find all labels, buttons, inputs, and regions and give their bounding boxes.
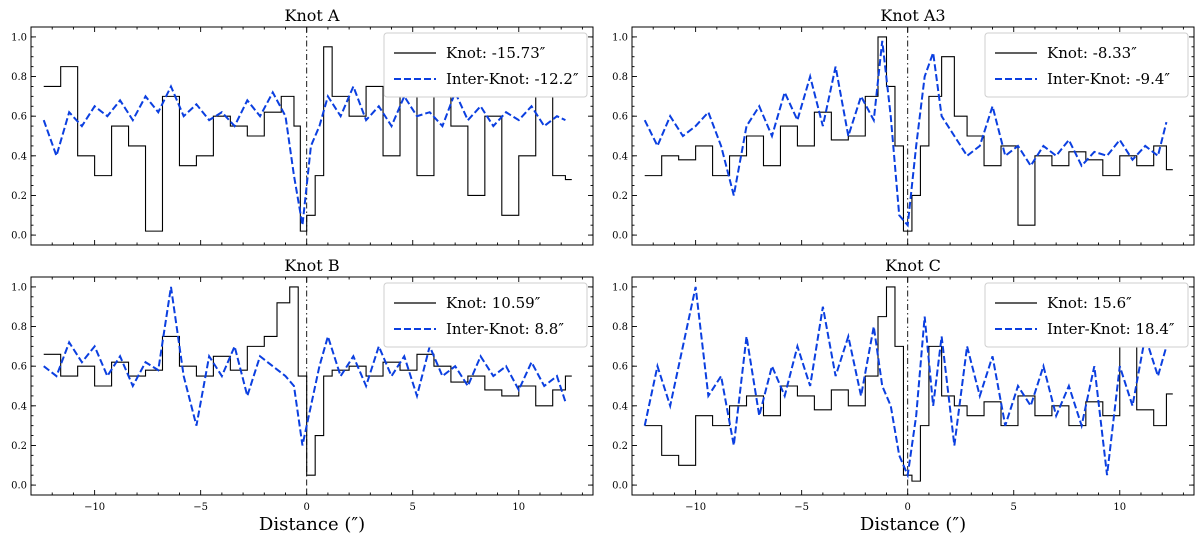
plot-area	[643, 286, 1173, 482]
y-tick-label: 0.4	[612, 151, 628, 162]
y-tick-label: 0.6	[612, 362, 628, 373]
inter-knot-series-line	[643, 40, 1168, 228]
panel-title: Knot A	[285, 6, 340, 25]
legend-frame	[383, 32, 588, 98]
x-tick-label: 5	[1011, 502, 1017, 513]
y-tick-label: 0.0	[11, 231, 27, 242]
y-tick-label: 0.2	[11, 441, 27, 452]
legend-frame	[984, 282, 1189, 348]
y-tick-label: 0.0	[612, 481, 628, 492]
inter-knot-series-line	[43, 286, 567, 446]
inter-knot-series-line	[643, 286, 1168, 479]
legend-inter-knot-label: Inter-Knot: 8.8″	[446, 320, 564, 338]
y-tick-label: 1.0	[11, 32, 27, 43]
y-tick-label: 0.2	[612, 441, 628, 452]
y-tick-label: 1.0	[612, 32, 628, 43]
knot-series-line	[43, 46, 572, 232]
legend-frame	[383, 282, 588, 348]
knot-series-line	[644, 36, 1173, 232]
plot-area	[43, 286, 572, 476]
knot-series-line	[644, 286, 1173, 482]
plot-area	[643, 36, 1173, 232]
y-tick-label: 0.8	[612, 72, 628, 83]
panel-title: Knot A3	[880, 6, 945, 25]
y-tick-label: 0.2	[11, 191, 27, 202]
panel-1: Knot A 0.0 0.2 0.4 0.6 0.8 1.0 Knot: -15.73″ Int…	[11, 6, 594, 246]
x-tick-label: 10	[1113, 502, 1126, 513]
y-tick-label: 0.2	[612, 191, 628, 202]
y-tick-label: 0.4	[11, 401, 27, 412]
y-tick-label: 0.4	[612, 401, 628, 412]
legend: Knot: 15.6″ Inter-Knot: 18.4″	[984, 282, 1189, 348]
legend-frame	[984, 32, 1189, 98]
x-tick-label: −10	[84, 502, 105, 513]
x-tick-label: −10	[685, 502, 706, 513]
plot-area	[42, 46, 572, 232]
y-tick-label: 0.6	[11, 112, 27, 123]
y-tick-label: 1.0	[612, 282, 628, 293]
panel-3: Knot B 0.0 0.2 0.4 0.6 0.8 1.0 −10 −5 0 5 10 Knot: 1…	[11, 256, 594, 513]
x-axis-label: Distance (″)	[860, 514, 966, 535]
y-tick-label: 0.6	[612, 112, 628, 123]
legend: Knot: 10.59″ Inter-Knot: 8.8″	[383, 282, 588, 348]
x-tick-label: 0	[905, 502, 911, 513]
y-tick-label: 0.8	[11, 72, 27, 83]
panel-2: Knot A3 0.0 0.2 0.4 0.6 0.8 1.0 Knot: -8.33″ Int…	[612, 6, 1195, 246]
legend-knot-label: Knot: -8.33″	[1047, 44, 1137, 62]
inter-knot-series-line	[42, 83, 566, 226]
y-tick-label: 0.8	[612, 322, 628, 333]
x-tick-label: 0	[304, 502, 310, 513]
y-tick-label: 1.0	[11, 282, 27, 293]
x-tick-label: −5	[193, 502, 208, 513]
legend-inter-knot-label: Inter-Knot: -12.2″	[446, 70, 579, 88]
x-tick-label: 5	[410, 502, 416, 513]
legend-knot-label: Knot: -15.73″	[446, 44, 546, 62]
x-tick-label: 10	[512, 502, 525, 513]
legend-inter-knot-label: Inter-Knot: 18.4″	[1047, 320, 1175, 338]
x-axis-label: Distance (″)	[259, 514, 365, 535]
legend: Knot: -15.73″ Inter-Knot: -12.2″	[383, 32, 588, 98]
panel-title: Knot C	[885, 256, 941, 275]
y-tick-label: 0.8	[11, 322, 27, 333]
y-tick-label: 0.6	[11, 362, 27, 373]
panel-title: Knot B	[284, 256, 339, 275]
legend-knot-label: Knot: 10.59″	[446, 294, 541, 312]
legend: Knot: -8.33″ Inter-Knot: -9.4″	[984, 32, 1189, 98]
legend-inter-knot-label: Inter-Knot: -9.4″	[1047, 70, 1170, 88]
x-tick-label: −5	[794, 502, 809, 513]
panel-4: Knot C 0.0 0.2 0.4 0.6 0.8 1.0 −10 −5 0 5 10 Knot: 1…	[612, 256, 1195, 513]
y-tick-label: 0.0	[612, 231, 628, 242]
knot-series-line	[43, 286, 572, 476]
y-tick-label: 0.0	[11, 481, 27, 492]
legend-knot-label: Knot: 15.6″	[1047, 294, 1132, 312]
y-tick-label: 0.4	[11, 151, 27, 162]
